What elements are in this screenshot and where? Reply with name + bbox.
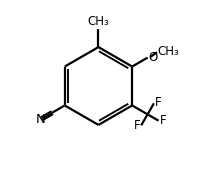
Text: CH₃: CH₃	[158, 45, 179, 58]
Text: N: N	[36, 113, 46, 126]
Text: CH₃: CH₃	[88, 15, 109, 28]
Text: F: F	[134, 119, 140, 132]
Text: F: F	[155, 96, 161, 109]
Text: F: F	[159, 114, 166, 127]
Text: O: O	[149, 51, 158, 64]
